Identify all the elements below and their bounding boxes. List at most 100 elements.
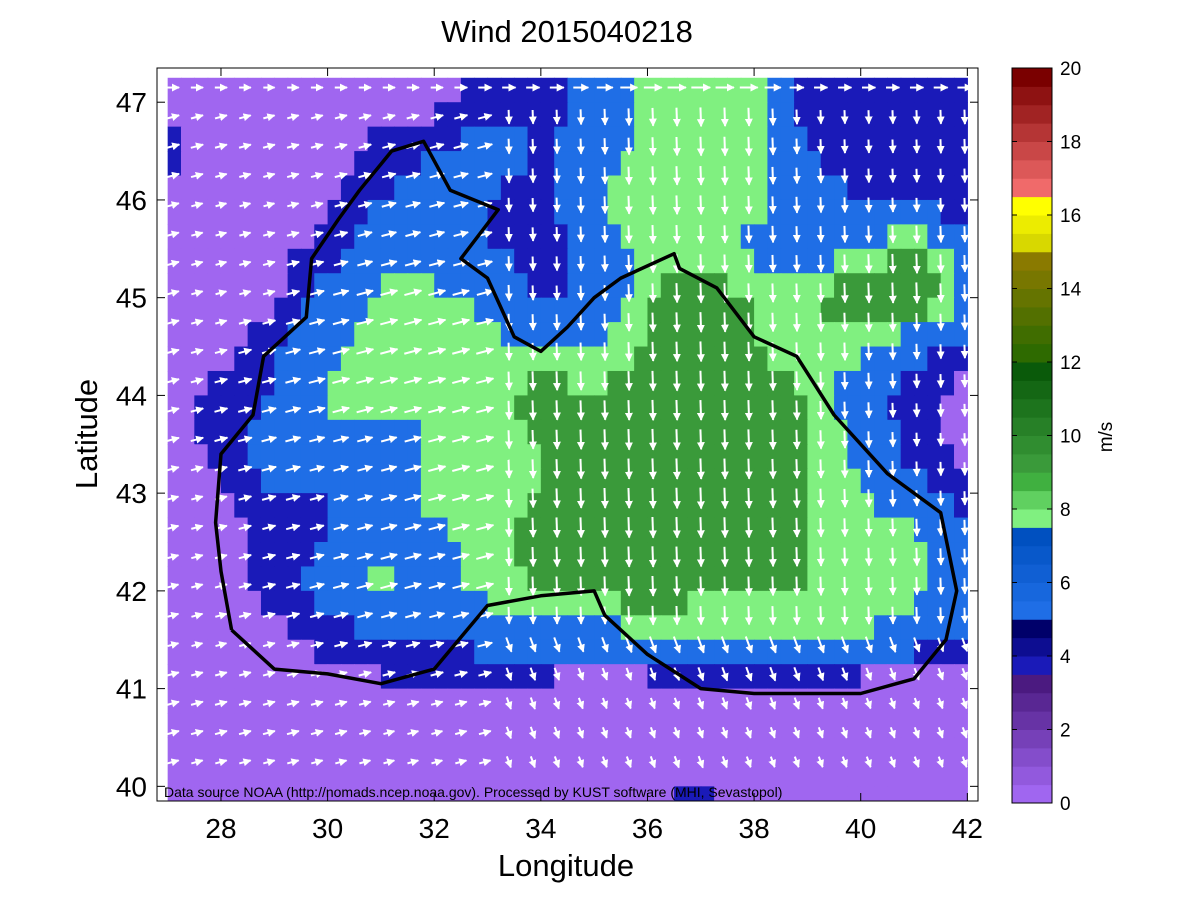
field-cell [594,224,609,250]
field-cell [607,102,622,128]
field-cell [207,737,222,763]
field-cell [300,639,315,665]
wind-vector [380,611,398,619]
wind-vector [792,488,801,509]
field-cell [260,224,275,250]
wind-vector [262,728,276,737]
field-cell [807,761,822,787]
wind-vector [190,699,204,708]
field-cell [300,395,315,421]
field-cell [927,761,942,787]
field-cell [580,688,595,714]
field-cell [807,199,822,225]
field-cell [474,297,489,323]
wind-vector [262,523,277,532]
field-cell [874,102,888,128]
wind-vector [648,697,657,710]
field-cell [167,590,182,616]
field-cell [887,493,902,519]
field-cell [247,664,262,690]
wind-vector [720,312,729,333]
field-cell [514,273,529,299]
field-cell [447,297,462,323]
wind-vector [166,347,180,356]
field-cell [594,639,609,665]
wind-vector [357,640,373,649]
wind-vector [334,640,349,649]
field-cell [874,370,888,397]
wind-vector [720,726,729,739]
field-cell [194,419,209,445]
field-cell [327,590,342,616]
field-cell [900,370,915,397]
wind-vector [624,517,633,539]
field-cell [634,688,649,714]
field-cell [327,419,342,445]
field-cell [807,664,822,690]
field-cell [687,590,702,616]
field-cell [767,493,782,519]
field-cell [767,468,782,494]
field-cell [274,615,289,641]
field-cell [420,199,435,225]
wind-vector [768,666,777,682]
field-cell [874,419,888,445]
wind-vector [648,428,657,451]
field-cell [527,639,542,665]
field-cell [247,786,262,801]
field-cell [260,175,275,201]
field-cell [580,517,595,543]
wind-vector [648,487,657,509]
field-cell [727,517,742,543]
field-cell [687,468,702,494]
field-cell [287,688,302,714]
field-cell [314,444,329,470]
field-cell [474,737,489,763]
wind-vector [648,726,657,739]
wind-vector [888,312,897,333]
wind-vector [576,517,585,539]
field-cell [727,542,742,568]
wind-vector [648,546,657,568]
field-cell [447,542,462,568]
field-cell [754,664,769,690]
field-cell [234,786,249,801]
field-cell [234,77,249,103]
wind-vector [552,371,561,391]
field-cell [887,126,902,152]
field-cell [620,713,635,739]
wind-vector [768,606,777,626]
field-cell [954,688,968,714]
field-cell [314,615,329,641]
field-cell [860,664,875,690]
field-cell [194,468,209,494]
colorbar-step [1012,600,1052,620]
field-cell [527,395,542,421]
field-cell [327,248,342,274]
field-cell [247,322,262,348]
field-cell [367,761,382,787]
field-cell [807,713,822,739]
wind-vector [405,230,422,238]
field-cell [820,444,835,470]
field-cell [674,737,689,763]
field-cell [514,102,529,128]
x-tick-label: 38 [739,813,770,844]
field-cell [514,566,529,592]
field-cell [847,395,862,421]
field-cell [527,126,542,152]
wind-vector [720,341,729,362]
wind-vector [404,581,422,590]
wind-vector [528,488,537,509]
wind-vector [428,523,446,531]
field-cell [687,395,702,421]
field-cell [220,370,235,397]
field-cell [354,542,369,568]
field-cell [767,297,782,323]
field-cell [927,151,942,177]
field-cell [860,126,875,152]
field-cell [794,77,809,103]
field-cell [207,419,222,445]
